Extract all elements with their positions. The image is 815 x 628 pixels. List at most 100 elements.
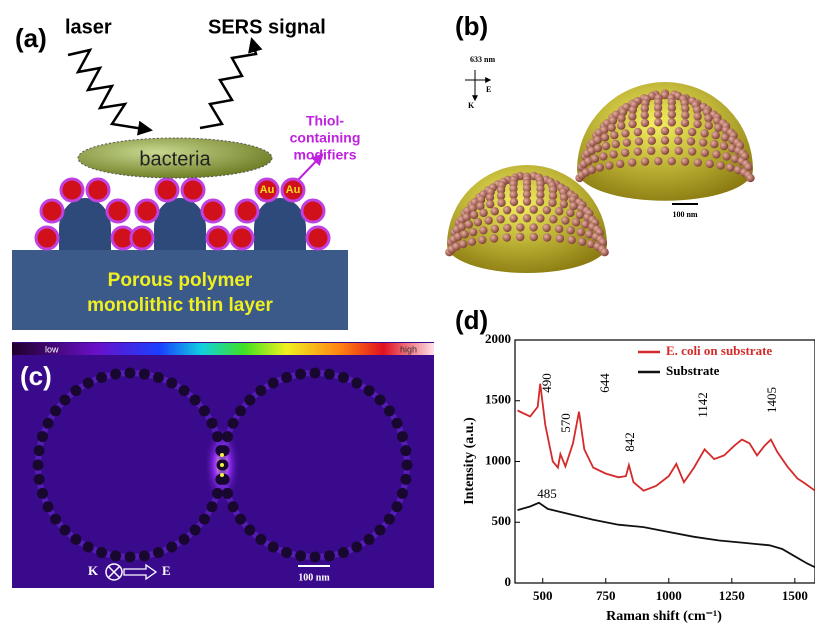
nanoparticle — [307, 227, 329, 249]
bead — [714, 123, 722, 131]
bead — [634, 128, 642, 136]
particle — [391, 418, 402, 429]
bead — [530, 205, 538, 213]
bead — [555, 225, 563, 233]
bead — [523, 214, 531, 222]
bead — [497, 199, 505, 207]
bead — [701, 149, 709, 157]
bead — [688, 128, 696, 136]
bead — [607, 123, 615, 131]
bead — [503, 233, 511, 241]
particle — [166, 541, 177, 552]
bead — [635, 137, 643, 145]
laser-arrow — [68, 50, 150, 130]
bead — [566, 209, 574, 217]
modifier-label: modifiers — [293, 147, 356, 163]
particle — [351, 541, 362, 552]
hotspot-dot — [220, 473, 224, 477]
pillar — [254, 198, 306, 250]
particle — [199, 405, 210, 416]
bead — [675, 127, 683, 135]
bead — [602, 142, 610, 150]
bead — [668, 157, 676, 165]
bead — [566, 226, 574, 234]
x-tick-label: 1000 — [656, 588, 682, 603]
particle — [33, 460, 44, 471]
particle — [34, 445, 45, 456]
particle — [295, 369, 306, 380]
particle — [34, 474, 45, 485]
bead — [628, 112, 636, 120]
particle — [222, 431, 233, 442]
bead — [694, 158, 702, 166]
particle — [400, 474, 411, 485]
bead — [491, 207, 499, 215]
bead — [726, 163, 734, 171]
hotspot-dot — [220, 453, 224, 457]
scale-label: 100 nm — [672, 210, 697, 219]
bead — [510, 198, 518, 206]
bead — [668, 110, 676, 118]
bead — [465, 220, 473, 228]
k-label: K — [88, 563, 99, 578]
particle — [324, 550, 335, 561]
y-tick-label: 2000 — [485, 331, 511, 346]
bead — [572, 218, 580, 226]
bead — [609, 150, 617, 158]
particle — [43, 418, 54, 429]
nanoparticle — [231, 227, 253, 249]
nanoparticle — [61, 179, 83, 201]
particle — [400, 445, 411, 456]
bead — [491, 225, 499, 233]
particle — [83, 378, 94, 389]
particle — [338, 547, 349, 558]
bead — [617, 121, 625, 129]
hotspot-dot — [220, 463, 224, 467]
bead — [486, 200, 494, 208]
particle — [139, 369, 150, 380]
bead — [704, 114, 712, 122]
bead — [516, 233, 524, 241]
particle — [391, 501, 402, 512]
particle — [96, 372, 107, 383]
peak-label: 570 — [558, 413, 573, 433]
bead — [628, 158, 636, 166]
particle — [153, 547, 164, 558]
bead — [530, 233, 538, 241]
plot-frame — [515, 340, 815, 583]
bead — [479, 226, 487, 234]
particle — [179, 534, 190, 545]
bead — [600, 248, 608, 256]
bead — [722, 152, 730, 160]
bead — [567, 236, 575, 244]
particle — [166, 378, 177, 389]
panel-a: (a)laserSERS signalThiol-containingmodif… — [12, 16, 360, 330]
particle — [179, 385, 190, 396]
bead — [460, 230, 468, 238]
nanoparticle — [131, 227, 153, 249]
bead — [621, 129, 629, 137]
bead — [693, 120, 701, 128]
bead — [661, 127, 669, 135]
particle — [206, 501, 217, 512]
bead — [654, 157, 662, 165]
bead — [661, 146, 669, 154]
particle — [190, 525, 201, 536]
bead — [469, 228, 477, 236]
particle — [222, 488, 233, 499]
bead — [478, 236, 486, 244]
bead — [600, 126, 608, 134]
nanoparticle — [202, 200, 224, 222]
particle — [59, 394, 70, 405]
particle — [295, 550, 306, 561]
particle — [59, 525, 70, 536]
nanoparticle — [207, 227, 229, 249]
particle — [228, 418, 239, 429]
panel-b: (b) 633 nm K E 100 nm — [445, 11, 754, 273]
particle — [375, 525, 386, 536]
panel-label: (c) — [20, 361, 52, 391]
y-tick-label: 1000 — [485, 452, 511, 467]
bead — [661, 136, 669, 144]
particle — [351, 378, 362, 389]
bead — [610, 131, 618, 139]
